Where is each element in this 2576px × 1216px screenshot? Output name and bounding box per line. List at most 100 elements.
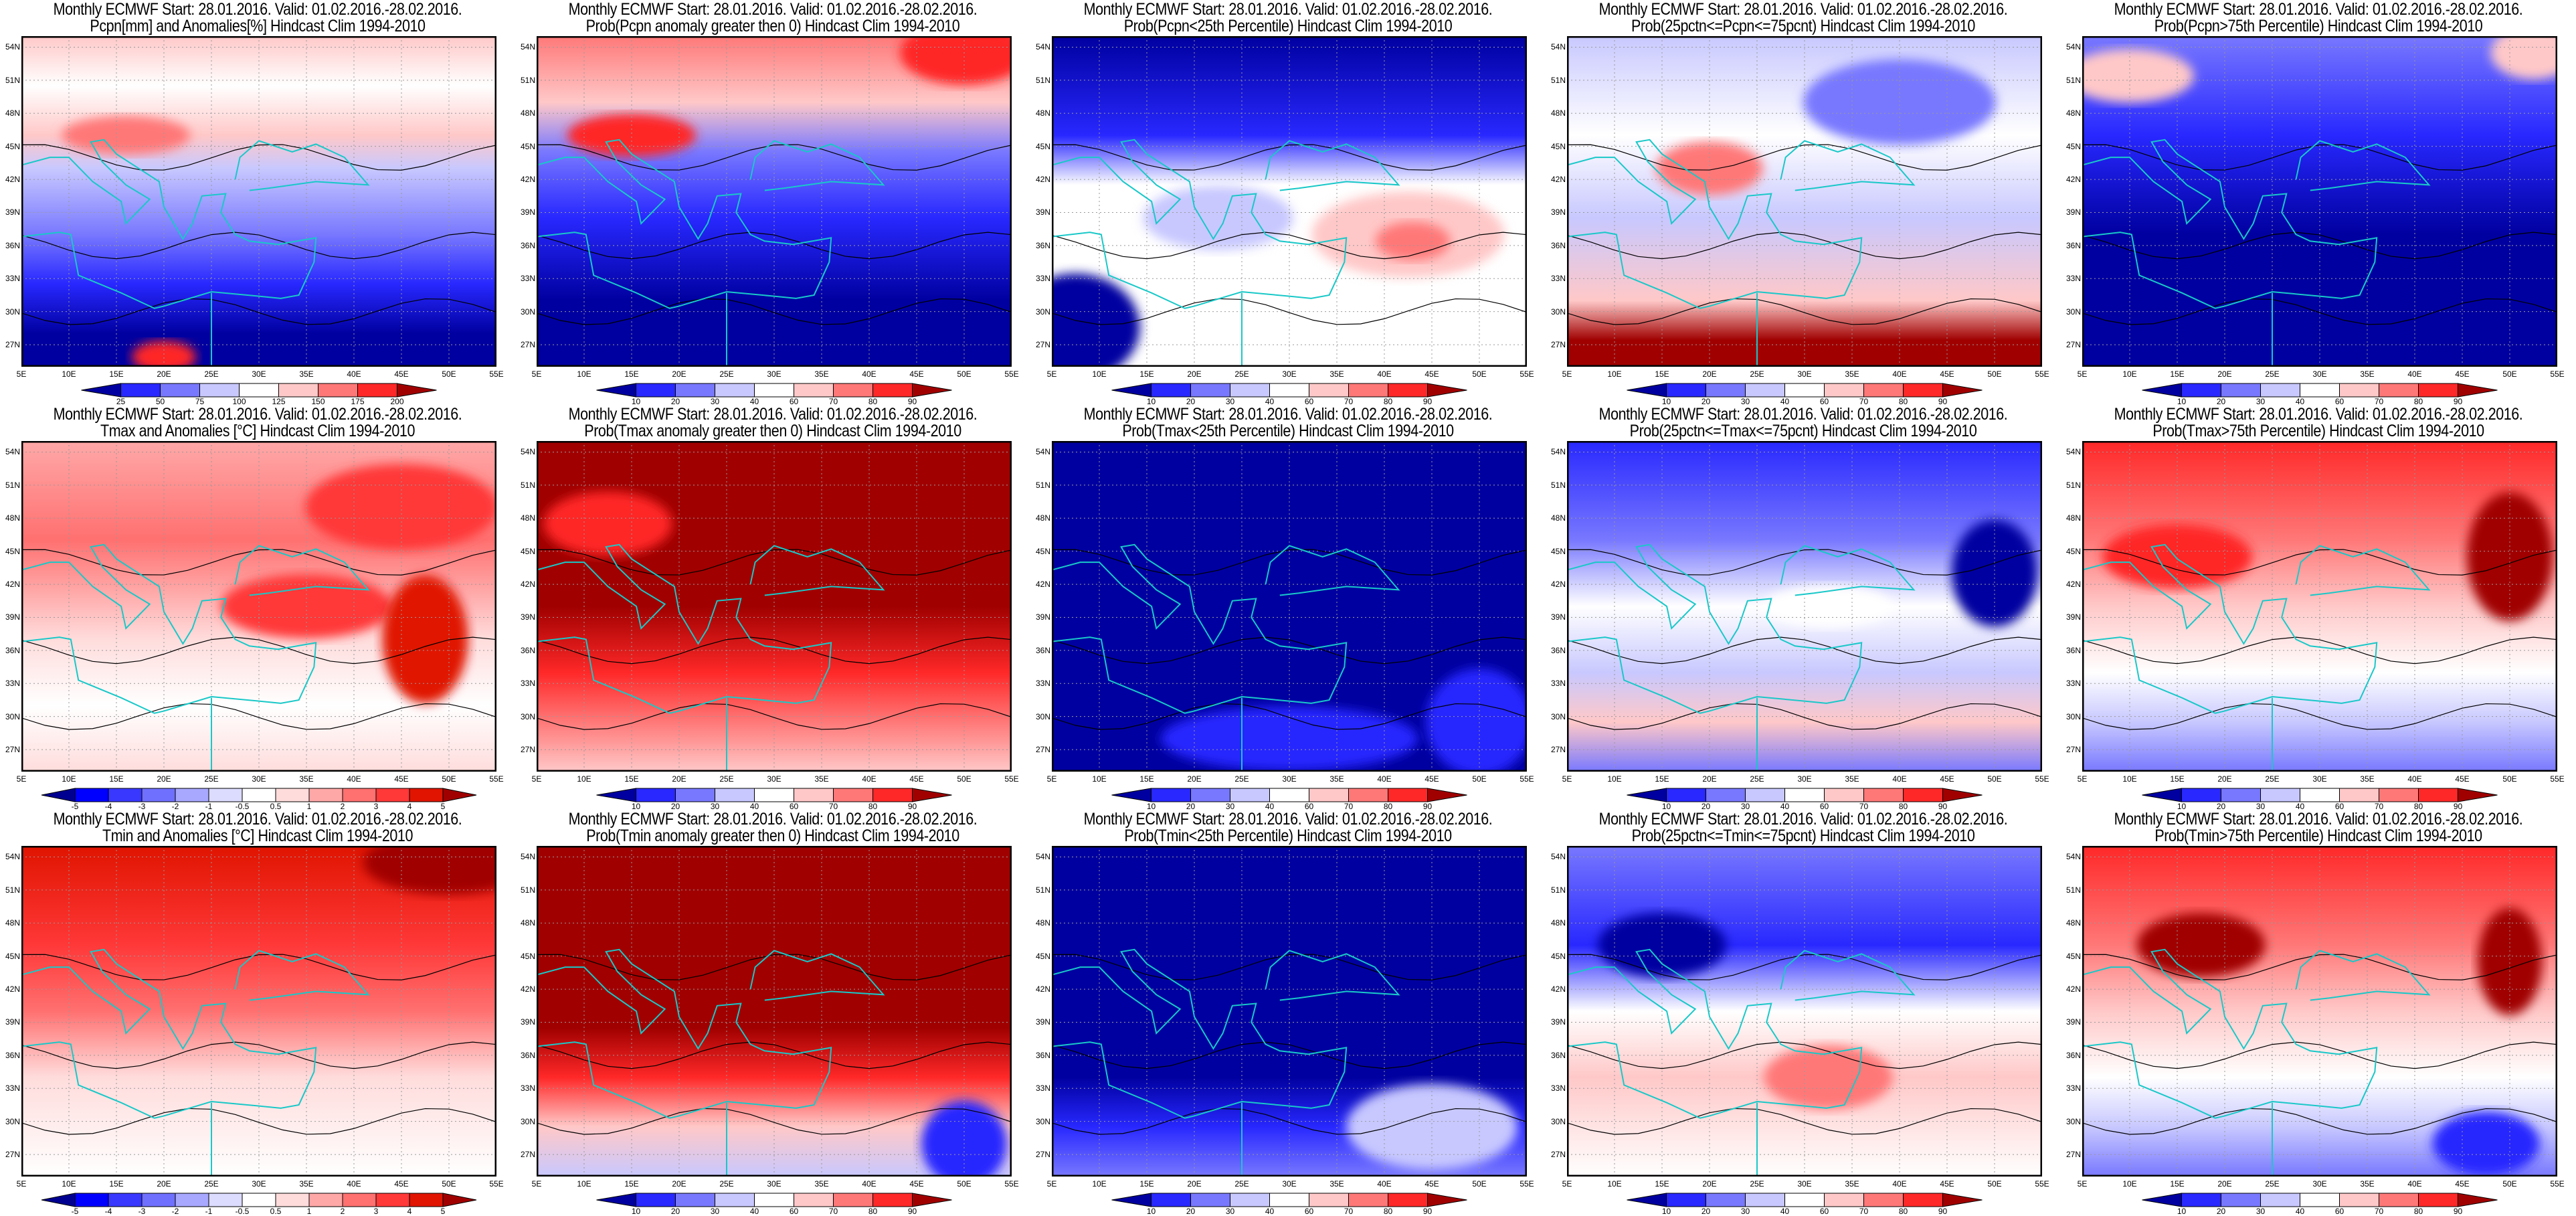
field-anomaly-patch	[2467, 492, 2553, 621]
colorbar-box	[2300, 788, 2340, 802]
colorbar-box	[675, 788, 715, 802]
field-anomaly-patch	[1598, 913, 1726, 978]
lon-tick-label: 55E	[1520, 369, 1534, 379]
colorbar-under-triangle	[2142, 788, 2182, 802]
coastline	[1052, 543, 1348, 714]
lon-tick-label: 35E	[1845, 1179, 1859, 1189]
contour-line	[1052, 298, 1527, 325]
contour-line	[21, 1041, 496, 1069]
colorbar-box	[1666, 788, 1706, 802]
panel-title: Monthly ECMWF Start: 28.01.2016. Valid: …	[1067, 1, 1509, 35]
colorbar-label: 80	[2413, 397, 2423, 406]
colorbar-label: 30	[1225, 397, 1235, 406]
lat-tick-label: 54N	[1550, 447, 1566, 457]
lat-tick-label: 39N	[5, 1017, 20, 1027]
colorbar-label: 30	[2256, 397, 2266, 406]
map-frame	[1567, 441, 2042, 772]
colorbar-box	[2181, 788, 2221, 802]
map-frame	[537, 441, 1012, 772]
lat-tick-label: 45N	[2065, 141, 2081, 151]
lon-tick-label: 5E	[1046, 369, 1057, 379]
colorbar-box	[794, 788, 834, 802]
lat-tick-label: 45N	[1035, 141, 1050, 151]
colorbar-box	[74, 1193, 109, 1207]
colorbar-label: 70	[2374, 1207, 2384, 1216]
lat-tick-label: 36N	[1035, 1050, 1050, 1060]
colorbar-label: 40	[1265, 1207, 1275, 1216]
lat-tick-label: 45N	[520, 546, 535, 556]
colorbar-label: 20	[2216, 397, 2226, 406]
colorbar-label: 80	[868, 802, 878, 811]
contour-line	[1567, 232, 2042, 260]
title-title-line2: Tmin and Anomalies [°C] Hindcast Clim 19…	[102, 827, 413, 845]
colorbar-box	[794, 1193, 834, 1207]
contour-line	[21, 703, 496, 730]
colorbar-box	[1269, 1193, 1309, 1207]
lat-tick-label: 39N	[2065, 1017, 2081, 1027]
colorbar-label: 70	[2374, 802, 2384, 811]
contour-line	[21, 1108, 496, 1135]
title-title-line1: Monthly ECMWF Start: 28.01.2016. Valid: …	[1083, 810, 1493, 829]
map-frame	[21, 441, 496, 772]
lat-tick-label: 54N	[5, 447, 20, 457]
colorbar-box	[1190, 383, 1230, 398]
lat-tick-label: 51N	[520, 75, 535, 85]
lat-tick-label: 45N	[5, 546, 20, 556]
panel-title: Monthly ECMWF Start: 28.01.2016. Valid: …	[551, 811, 994, 845]
colorbar-box	[409, 788, 444, 802]
colorbar-box	[833, 383, 873, 398]
lon-tick-label: 40E	[347, 1179, 361, 1189]
colorbar-box	[1269, 383, 1309, 398]
colorbar-label: 20	[670, 802, 680, 811]
colorbar-label: 200	[390, 397, 404, 406]
lat-tick-label: 30N	[520, 307, 535, 317]
colorbar-box	[375, 788, 410, 802]
lat-tick-label: 36N	[2065, 1050, 2081, 1060]
lat-tick-label: 33N	[5, 274, 20, 284]
lat-tick-label: 54N	[1550, 42, 1566, 52]
title-title-line1: Monthly ECMWF Start: 28.01.2016. Valid: …	[1083, 405, 1493, 424]
lat-tick-label: 51N	[1550, 885, 1566, 895]
lon-tick-label: 40E	[2407, 369, 2422, 379]
map-field	[21, 36, 496, 367]
coastline	[537, 139, 832, 309]
colorbar	[2142, 1193, 2498, 1207]
lat-tick-label: 45N	[5, 951, 20, 961]
colorbar-label: 0.5	[270, 802, 282, 811]
lon-tick-label: 30E	[2312, 774, 2327, 784]
colorbar-box	[1784, 383, 1825, 398]
lon-tick-label: 40E	[1892, 774, 1907, 784]
map-frame	[21, 36, 496, 367]
colorbar-box	[1903, 1193, 1943, 1207]
lon-tick-label: 50E	[1472, 1179, 1487, 1189]
colorbar-label: 30	[1740, 1207, 1750, 1216]
lon-tick-label: 5E	[531, 369, 542, 379]
coastline	[234, 950, 370, 1001]
lon-tick-label: 30E	[252, 1179, 266, 1189]
colorbar-box	[318, 383, 358, 398]
contour-line	[2082, 703, 2557, 730]
lon-tick-label: 25E	[719, 774, 734, 784]
lat-tick-label: 42N	[1550, 984, 1566, 994]
colorbar-box	[2181, 1193, 2221, 1207]
map-field	[537, 846, 1012, 1177]
lon-tick-label: 35E	[299, 774, 314, 784]
coastline	[234, 545, 370, 596]
contour-line	[1052, 144, 1527, 171]
lon-tick-label: 35E	[1845, 369, 1859, 379]
colorbar-box	[1706, 1193, 1746, 1207]
colorbar-box	[636, 383, 676, 398]
colorbar-label: 40	[2295, 1207, 2305, 1216]
coastline	[1567, 948, 1863, 1119]
colorbar-label: 30	[1225, 1207, 1235, 1216]
colorbar-box	[2379, 1193, 2419, 1207]
title-title-line2: Prob(Pcpn anomaly greater then 0) Hindca…	[585, 17, 960, 35]
lat-tick-label: 54N	[2065, 42, 2081, 52]
colorbar-box	[1863, 788, 1904, 802]
lat-tick-label: 33N	[1550, 1083, 1566, 1094]
map-frame	[1052, 846, 1527, 1177]
lon-tick-label: 20E	[1187, 774, 1202, 784]
lon-tick-label: 30E	[1797, 1179, 1812, 1189]
lat-tick-label: 45N	[1550, 141, 1566, 151]
field-anomaly-patch	[1764, 1045, 1893, 1110]
